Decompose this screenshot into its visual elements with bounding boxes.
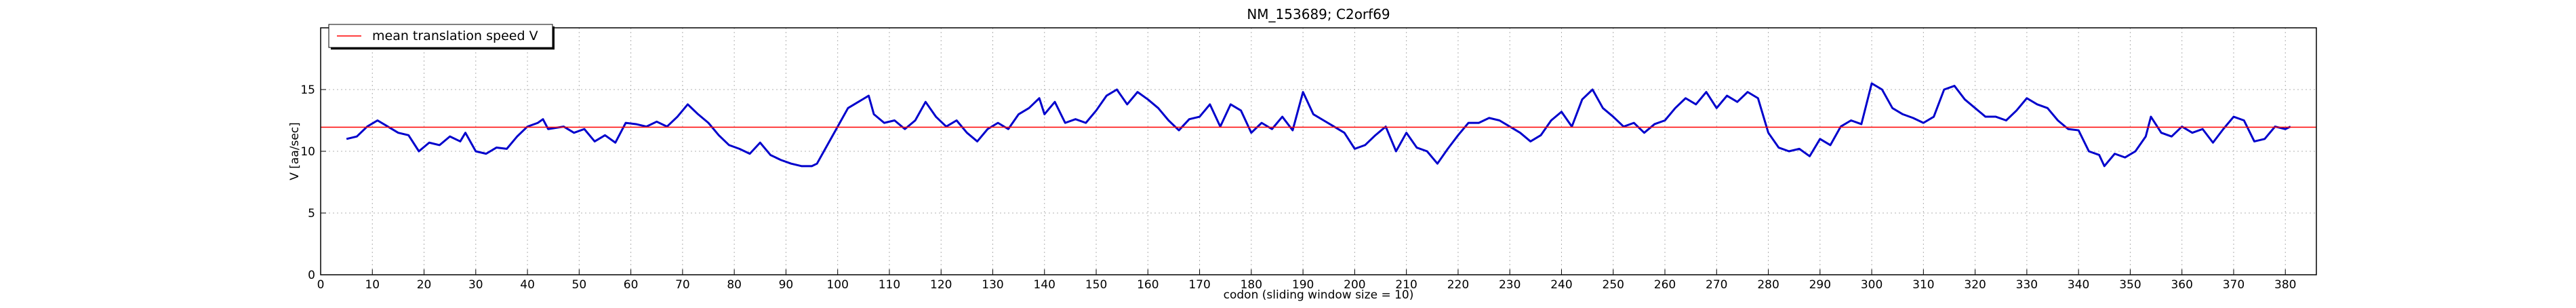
chart-title: NM_153689; C2orf69 [1247, 6, 1390, 22]
data-line [346, 82, 2291, 168]
x-tick-label: 40 [520, 278, 535, 292]
x-tick-label: 190 [1292, 278, 1314, 292]
x-tick-label: 160 [1137, 278, 1159, 292]
x-tick-label: 170 [1188, 278, 1210, 292]
x-axis-label: codon (sliding window size = 10) [1224, 288, 1414, 302]
x-tick-label: 330 [2016, 278, 2038, 292]
x-tick-label: 250 [1603, 278, 1624, 292]
x-tick-label: 180 [1241, 278, 1262, 292]
x-tick-label: 10 [365, 278, 380, 292]
x-tick-label: 360 [2171, 278, 2192, 292]
x-tick-label: 260 [1654, 278, 1676, 292]
x-tick-label: 20 [417, 278, 432, 292]
x-tick-label: 220 [1447, 278, 1469, 292]
y-tick-label: 5 [308, 207, 315, 220]
legend-label: mean translation speed V [372, 28, 538, 43]
x-tick-label: 320 [1964, 278, 1986, 292]
y-tick-label: 0 [308, 269, 315, 282]
x-tick-label: 150 [1085, 278, 1107, 292]
x-tick-label: 140 [1034, 278, 1055, 292]
x-tick-label: 340 [2068, 278, 2089, 292]
x-tick-label: 80 [727, 278, 742, 292]
x-tick-label: 110 [879, 278, 900, 292]
plot-frame [320, 27, 2317, 275]
x-tick-label: 380 [2274, 278, 2296, 292]
x-tick-label: 70 [675, 278, 690, 292]
x-tick-label: 350 [2119, 278, 2141, 292]
x-tick-label: 200 [1344, 278, 1365, 292]
x-tick-label: 90 [779, 278, 794, 292]
x-tick-label: 30 [468, 278, 483, 292]
x-tick-label: 270 [1706, 278, 1727, 292]
legend-box [328, 24, 553, 48]
x-tick-label: 60 [624, 278, 639, 292]
x-tick-label: 50 [572, 278, 587, 292]
x-tick-label: 0 [317, 278, 325, 292]
y-tick-label: 15 [300, 83, 315, 97]
x-tick-label: 290 [1809, 278, 1831, 292]
y-tick-label: 10 [300, 145, 315, 159]
x-tick-label: 310 [1912, 278, 1934, 292]
x-tick-label: 230 [1499, 278, 1521, 292]
x-tick-label: 120 [930, 278, 952, 292]
x-tick-label: 300 [1861, 278, 1883, 292]
x-tick-label: 210 [1395, 278, 1417, 292]
x-tick-label: 100 [826, 278, 848, 292]
x-tick-label: 240 [1550, 278, 1572, 292]
x-tick-label: 130 [982, 278, 1003, 292]
y-axis-label: V [aa/sec] [288, 122, 302, 180]
x-tick-label: 370 [2223, 278, 2245, 292]
x-tick-label: 280 [1757, 278, 1779, 292]
